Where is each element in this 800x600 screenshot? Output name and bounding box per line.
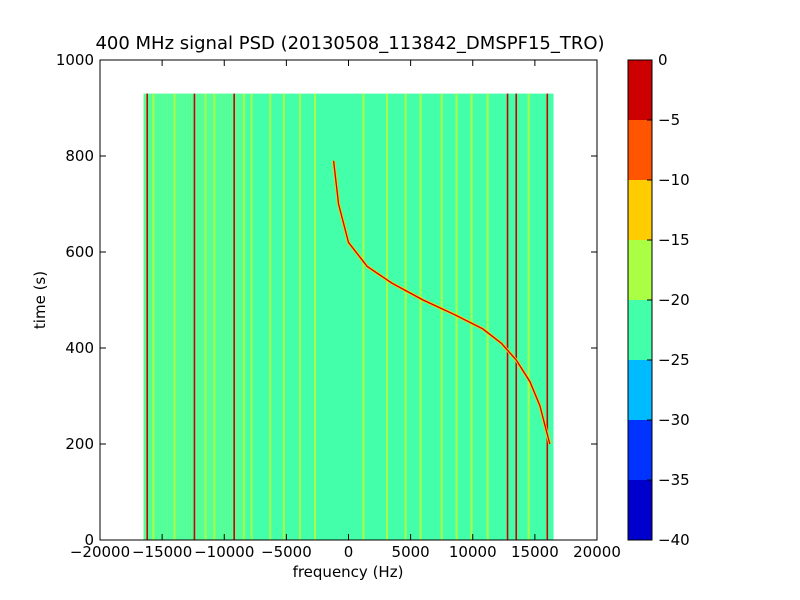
x-tick-label: 15000 — [511, 543, 559, 561]
noise-streak — [232, 93, 233, 540]
noise-streak — [155, 93, 157, 540]
x-tick-label: 5000 — [392, 543, 430, 561]
noise-streak — [169, 93, 170, 540]
x-tick-label: 10000 — [449, 543, 497, 561]
colorbar-band — [628, 300, 652, 360]
noise-streak — [225, 93, 226, 540]
y-tick-label: 600 — [65, 243, 94, 261]
noise-streak — [192, 93, 194, 540]
x-tick-label: −15000 — [132, 543, 192, 561]
colorbar-band — [628, 360, 652, 420]
colorbar-tick-label: −25 — [658, 351, 690, 369]
noise-streak — [228, 93, 230, 540]
noise-streak — [196, 93, 198, 540]
noise-streak — [158, 93, 160, 540]
colorbar-band — [628, 480, 652, 540]
colorbar-axis: −40 −35 −30 −25 −20 −15 −10 −5 0 — [647, 51, 690, 549]
noise-streak — [187, 93, 189, 540]
noise-streak — [235, 93, 237, 540]
noise-streak — [191, 93, 192, 540]
colorbar-tick-label: −5 — [658, 111, 680, 129]
noise-streak — [223, 93, 225, 540]
noise-streak — [172, 93, 174, 540]
noise-streak — [177, 93, 179, 540]
colorbar-band — [628, 180, 652, 240]
spectrogram-plot-area — [143, 93, 554, 540]
x-tick-label: −10000 — [194, 543, 254, 561]
noise-streak — [167, 93, 169, 540]
noise-streak — [209, 93, 211, 540]
noise-streak — [216, 93, 218, 540]
noise-streak — [143, 93, 145, 540]
noise-streak — [148, 93, 150, 540]
noise-streak — [201, 93, 203, 540]
noise-streak — [206, 93, 208, 540]
colorbar-band — [628, 120, 652, 180]
noise-streak — [240, 93, 242, 540]
noise-streak — [189, 93, 191, 540]
spectrogram-background — [143, 93, 554, 540]
noise-streak — [175, 93, 177, 540]
noise-streak — [150, 93, 152, 540]
colorbar-tick-label: −30 — [658, 411, 690, 429]
chart-title: 400 MHz signal PSD (20130508_113842_DMSP… — [95, 33, 604, 54]
colorbar — [628, 60, 652, 540]
colorbar-tick-label: 0 — [658, 51, 668, 69]
x-tick-label: 0 — [344, 543, 354, 561]
colorbar-tick-label: −35 — [658, 471, 690, 489]
noise-streak — [208, 93, 209, 540]
noise-streak — [237, 93, 238, 540]
noise-streak — [162, 93, 164, 540]
noise-streak — [179, 93, 181, 540]
colorbar-tick-label: −20 — [658, 291, 690, 309]
noise-streak — [182, 93, 184, 540]
noise-streak — [160, 93, 162, 540]
noise-streak — [242, 93, 244, 540]
y-tick-label: 400 — [65, 339, 94, 357]
x-tick-label: 20000 — [573, 543, 621, 561]
colorbar-band — [628, 60, 652, 120]
noise-streak — [199, 93, 201, 540]
noise-streak — [180, 93, 182, 540]
colorbar-tick-label: −15 — [658, 231, 690, 249]
x-tick-label: −5000 — [261, 543, 312, 561]
doppler-trace — [332, 160, 551, 445]
noise-streak — [230, 93, 232, 540]
x-tick-label: −20000 — [70, 543, 130, 561]
y-tick-label: 0 — [84, 531, 94, 549]
tone-lines — [146, 93, 552, 540]
y-tick-label: 800 — [65, 147, 94, 165]
noise-streak — [170, 93, 172, 540]
noise-streak — [214, 93, 216, 540]
y-tick-label: 1000 — [56, 51, 94, 69]
y-tick-label: 200 — [65, 435, 94, 453]
noise-streak — [163, 93, 165, 540]
noise-streak — [145, 93, 146, 540]
noise-streak — [157, 93, 158, 540]
x-axis-label: frequency (Hz) — [293, 563, 404, 581]
noise-streak — [184, 93, 186, 540]
noise-streak — [226, 93, 228, 540]
colorbar-band — [628, 420, 652, 480]
colorbar-tick-label: −10 — [658, 171, 690, 189]
noise-streak — [221, 93, 223, 540]
colorbar-tick-label: −40 — [658, 531, 690, 549]
y-axis: 0 200 400 600 800 1000 — [56, 51, 597, 549]
noise-streak — [220, 93, 221, 540]
noise-streak — [218, 93, 220, 540]
noise-streak — [211, 93, 213, 540]
noise-streak — [151, 93, 153, 540]
noise-streak — [203, 93, 204, 540]
x-axis: −20000 −15000 −10000 −5000 0 5000 10000 15000 20… — [70, 60, 621, 561]
noise-streak — [197, 93, 199, 540]
noise-streak — [165, 93, 167, 540]
noise-streak — [186, 93, 187, 540]
y-axis-label: time (s) — [31, 271, 49, 329]
colorbar-band — [628, 240, 652, 300]
noise-streak — [238, 93, 240, 540]
